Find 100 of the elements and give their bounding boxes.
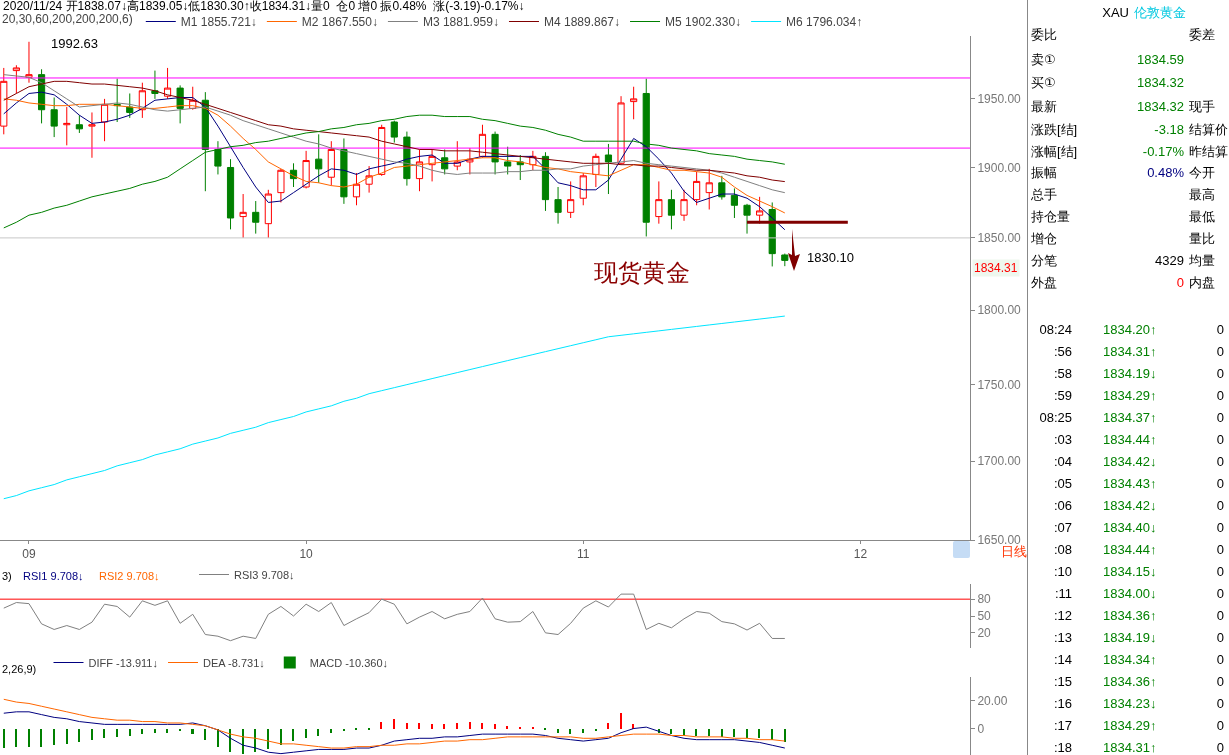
text: RSI2 9.708↓	[99, 570, 160, 582]
bar	[582, 729, 584, 733]
text: 外盘	[1031, 275, 1057, 291]
bar	[40, 729, 42, 747]
text: 持仓量	[1031, 209, 1070, 225]
candlestick	[239, 193, 247, 239]
text: :04	[1053, 454, 1072, 470]
candlestick	[214, 140, 222, 175]
text: 最低	[1189, 209, 1215, 225]
text: :13	[1053, 630, 1072, 646]
annotation: 1830.10	[807, 250, 854, 265]
text: 2,26,9)	[2, 663, 37, 675]
candlestick	[315, 133, 323, 184]
x-tick-label: 12	[853, 547, 868, 562]
text: 均量	[1189, 253, 1215, 269]
bar	[28, 729, 30, 747]
text: 内盘	[1189, 275, 1215, 291]
candlestick	[693, 171, 701, 206]
x-tick-label: 09	[22, 547, 36, 562]
text: 量比	[1189, 231, 1215, 247]
candlestick	[302, 150, 310, 189]
bar	[166, 729, 168, 733]
bar	[317, 729, 319, 736]
text: 1834.42↓	[1103, 454, 1157, 470]
candlestick	[516, 154, 524, 181]
bar	[116, 729, 118, 737]
annotation: 现货黄金	[594, 259, 690, 286]
text: 1834.36↑	[1103, 608, 1157, 624]
text: 委差	[1189, 27, 1215, 43]
text: 1834.20↑	[1103, 322, 1157, 338]
candlestick	[226, 158, 235, 230]
candlestick	[113, 78, 121, 123]
bar	[418, 723, 420, 729]
bar	[267, 729, 269, 749]
text: 1834.29↑	[1103, 388, 1157, 404]
candlestick	[554, 186, 562, 225]
y-tick-label: 20	[977, 626, 992, 641]
text: 1834.59	[1137, 52, 1184, 68]
y-tick-label: 0	[977, 721, 985, 736]
text: 1834.29↑	[1103, 718, 1157, 734]
text: 日线	[1001, 544, 1027, 559]
text: 0	[1216, 454, 1224, 470]
text: :12	[1053, 608, 1072, 624]
text: 今开	[1189, 165, 1215, 181]
line-series	[3, 593, 786, 642]
text: 0	[1216, 652, 1224, 668]
bar	[393, 719, 395, 729]
y-tick-label: 1850.00	[977, 231, 1022, 246]
bar	[141, 729, 143, 734]
text: :05	[1053, 476, 1072, 492]
text: :15	[1053, 674, 1072, 690]
y-tick-label: 1800.00	[977, 303, 1022, 318]
line-series	[3, 698, 786, 749]
candlestick	[327, 140, 335, 187]
bar	[733, 729, 735, 737]
legend-label: DEA -8.731↓	[203, 656, 265, 669]
bar	[15, 729, 17, 747]
candlestick	[718, 175, 726, 201]
candlestick	[50, 97, 58, 138]
bar	[506, 726, 508, 729]
x-tick-label: 11	[577, 547, 590, 562]
text: 结算价	[1189, 122, 1228, 138]
bar	[456, 723, 458, 729]
bar	[431, 724, 433, 729]
bar	[443, 724, 445, 729]
bar	[620, 713, 622, 729]
chart-title: 2020/11/24 开1838.07↓高1839.05↓低1830.30↑收1834.31↓量0 仓0 增0 振0.48% 涨(-3.19)-0.17%↓	[3, 0, 525, 14]
text: 0	[1216, 718, 1224, 734]
y-tick-label: 1750.00	[977, 377, 1022, 392]
text: 1834.19↓	[1103, 366, 1157, 382]
text: 1834.44↑	[1103, 542, 1157, 558]
candlestick	[567, 180, 575, 219]
candlestick	[63, 106, 71, 146]
text: 0	[1216, 498, 1224, 514]
candlestick	[604, 143, 613, 195]
text: 0	[1216, 542, 1224, 558]
text: 1834.31↑	[1103, 740, 1157, 755]
candlestick	[12, 64, 20, 94]
bar	[204, 729, 206, 740]
text: 0	[1216, 608, 1224, 624]
candlestick	[655, 180, 663, 225]
text: :11	[1054, 586, 1072, 602]
candlestick	[781, 253, 789, 267]
text: 0	[1216, 564, 1224, 580]
text: 涨跌[结]	[1031, 122, 1078, 138]
candlestick	[264, 189, 272, 239]
legend-label: M6 1796.034↑	[786, 15, 863, 30]
text: 1834.36↑	[1103, 674, 1157, 690]
candlestick	[176, 84, 184, 124]
text: 0	[1216, 520, 1224, 536]
legend-label: M1 1855.721↓	[180, 15, 257, 30]
bar	[607, 723, 609, 729]
text: 0	[1216, 410, 1224, 426]
text: 3)	[2, 570, 12, 582]
text: 0	[1176, 275, 1184, 291]
bar	[708, 729, 710, 736]
candlestick	[352, 172, 361, 206]
text: 最新	[1031, 99, 1057, 115]
text: :18	[1053, 740, 1072, 755]
candlestick	[630, 86, 638, 120]
